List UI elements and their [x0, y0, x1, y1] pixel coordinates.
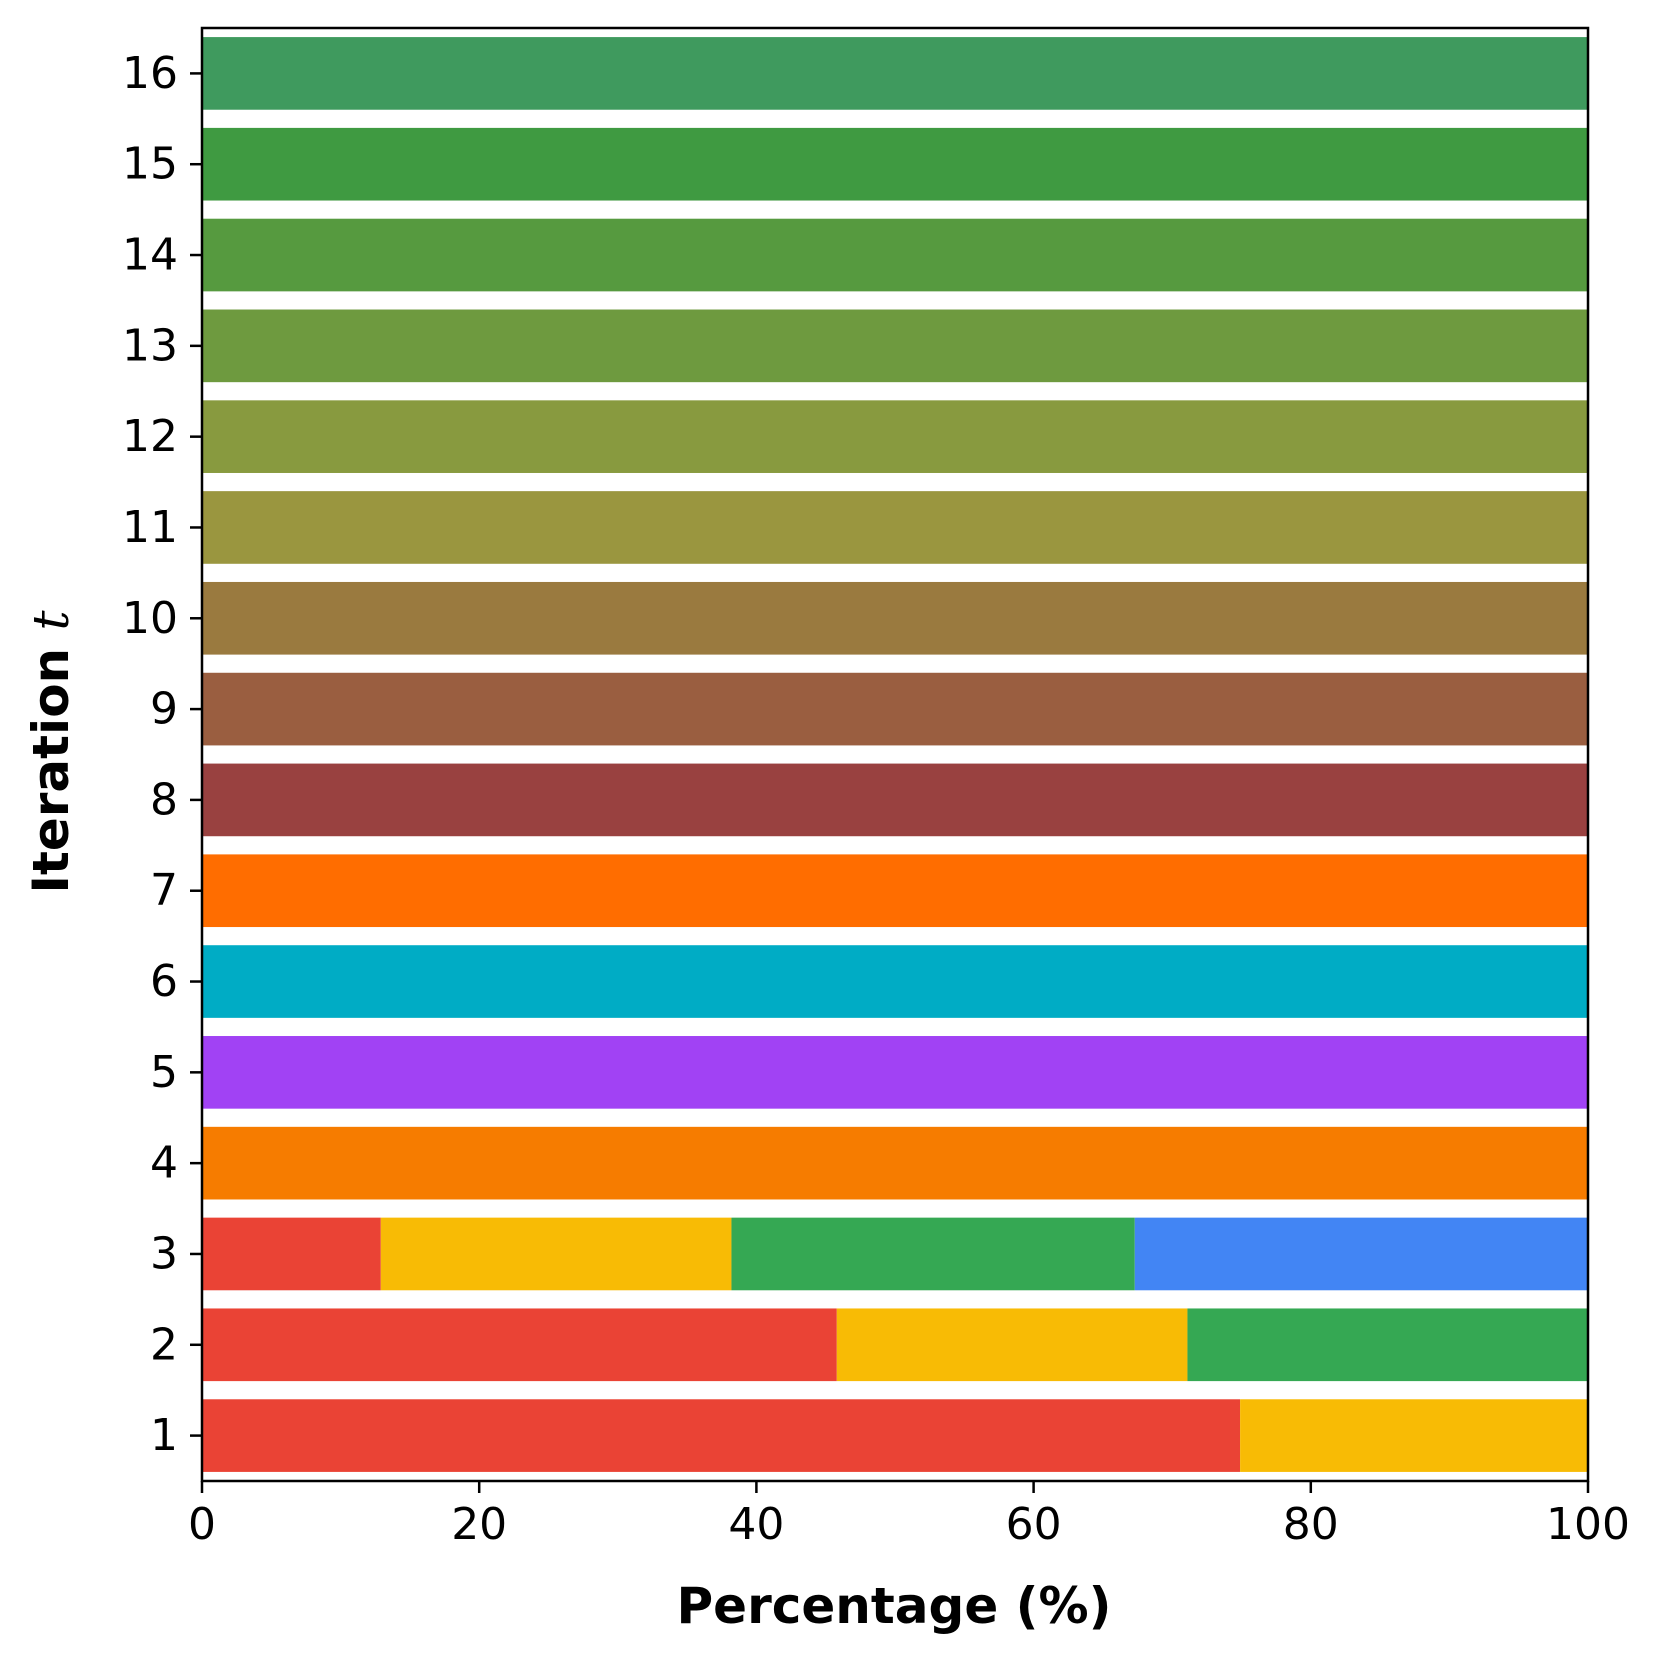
bar-segment-iter-1-1	[202, 1399, 1241, 1472]
x-tick-label-0: 0	[188, 1499, 216, 1550]
y-tick-label-13: 13	[122, 320, 178, 371]
y-tick-label-6: 6	[150, 956, 178, 1007]
bar-segment-iter-5-1	[202, 1036, 1588, 1109]
bar-segment-iter-3-2	[380, 1217, 732, 1291]
y-axis-label-space	[22, 630, 80, 647]
y-tick-label-3: 3	[150, 1228, 178, 1279]
y-tick-label-12: 12	[122, 411, 178, 462]
y-tick-label-15: 15	[122, 139, 178, 190]
bar-segment-iter-12-1	[202, 400, 1588, 473]
bar-segment-iter-6-1	[202, 945, 1588, 1018]
y-tick-label-9: 9	[150, 684, 178, 735]
bars-layer	[202, 37, 1588, 1472]
bar-segment-iter-16-1	[202, 37, 1588, 110]
bar-segment-iter-2-1	[202, 1308, 837, 1382]
y-tick-label-10: 10	[122, 593, 178, 644]
y-tick-label-8: 8	[150, 774, 178, 825]
bar-segment-iter-8-1	[202, 763, 1588, 837]
bar-segment-iter-11-1	[202, 491, 1588, 564]
axes-layer	[200, 26, 1590, 1483]
y-tick-label-16: 16	[122, 48, 178, 99]
y-tick-label-4: 4	[150, 1138, 178, 1189]
y-axis-label-variable: t	[22, 609, 80, 630]
bar-segment-iter-7-1	[202, 854, 1588, 928]
bar-segment-iter-13-1	[202, 309, 1588, 383]
x-tick-label-40: 40	[728, 1499, 784, 1550]
bar-segment-iter-3-3	[731, 1217, 1135, 1291]
bar-segment-iter-2-2	[836, 1308, 1188, 1382]
bar-segment-iter-1-2	[1240, 1399, 1588, 1472]
bar-segment-iter-3-4	[1134, 1217, 1588, 1291]
bar-segment-iter-10-1	[202, 581, 1588, 655]
plot-frame	[200, 26, 1590, 1483]
bar-segment-iter-9-1	[202, 672, 1588, 746]
bar-segment-iter-14-1	[202, 218, 1588, 292]
y-tick-label-7: 7	[150, 865, 178, 916]
y-tick-label-1: 1	[150, 1410, 178, 1461]
bar-segment-iter-2-3	[1187, 1308, 1588, 1382]
x-tick-label-100: 100	[1546, 1499, 1630, 1550]
x-tick-label-20: 20	[451, 1499, 507, 1550]
y-axis-label: Iteration t	[22, 609, 80, 893]
y-tick-label-14: 14	[122, 230, 178, 281]
bar-segment-iter-3-1	[202, 1217, 381, 1291]
bar-segment-iter-15-1	[202, 127, 1588, 201]
y-tick-label-11: 11	[122, 502, 178, 553]
x-tick-label-60: 60	[1006, 1499, 1062, 1550]
x-axis-label: Percentage (%)	[677, 1577, 1112, 1635]
x-tick-label-80: 80	[1283, 1499, 1339, 1550]
y-tick-label-2: 2	[150, 1319, 178, 1370]
bar-segment-iter-4-1	[202, 1126, 1588, 1200]
y-axis-label-text: Iteration	[22, 648, 80, 894]
y-tick-label-5: 5	[150, 1047, 178, 1098]
